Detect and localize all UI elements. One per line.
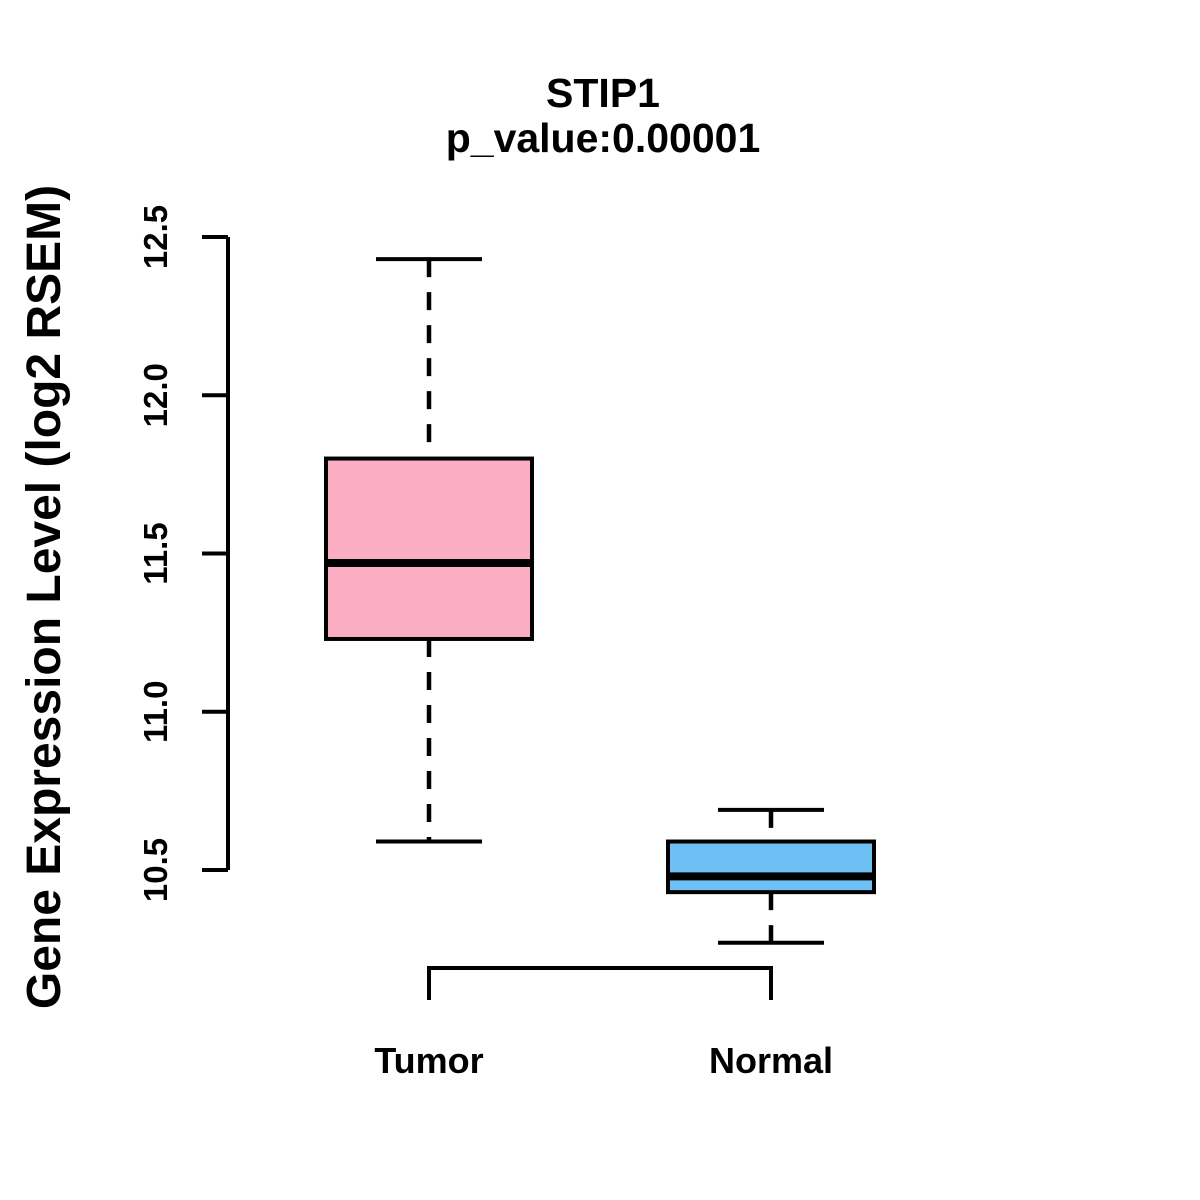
y-tick-label: 11.0 — [137, 681, 174, 743]
y-tick-label: 12.5 — [137, 205, 174, 269]
box-tumor — [324, 456, 534, 641]
y-tick-label: 11.5 — [137, 522, 174, 584]
x-category-label-normal: Normal — [709, 1040, 833, 1081]
y-axis-title: Gene Expression Level (log2 RSEM) — [18, 185, 71, 1009]
box-normal — [666, 839, 876, 895]
y-tick-label: 10.5 — [137, 838, 174, 902]
x-axis-bracket — [427, 966, 773, 1000]
y-tick-label: 12.0 — [137, 363, 174, 427]
chart-title: STIP1 — [546, 70, 660, 116]
chart-subtitle: p_value:0.00001 — [446, 115, 761, 161]
x-category-label-tumor: Tumor — [374, 1040, 483, 1081]
plot-area: 10.5 11.0 11.5 12.0 12.5 Tumor Normal — [137, 205, 876, 1081]
